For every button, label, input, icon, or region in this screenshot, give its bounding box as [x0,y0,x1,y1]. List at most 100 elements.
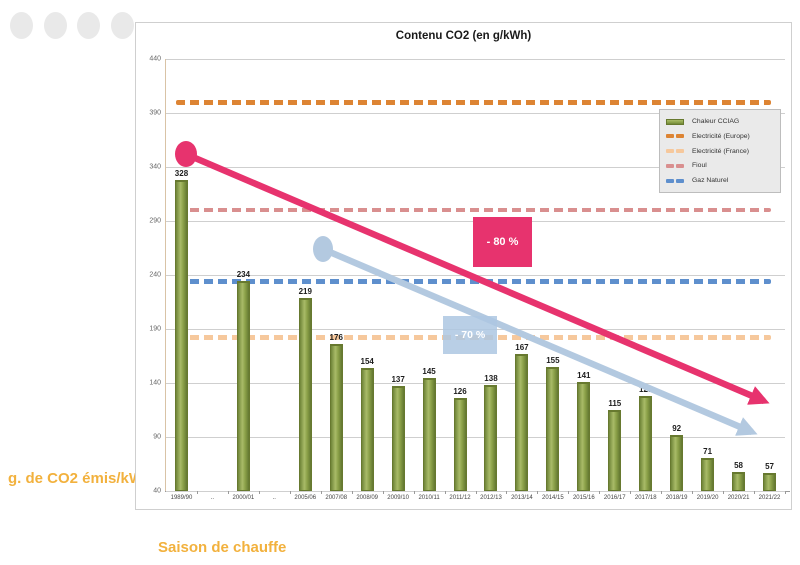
decor-dot [77,12,100,39]
x-tick-label: 2011/12 [449,495,471,501]
x-tick-mark [413,491,415,494]
bar-value-label: 219 [298,286,312,296]
x-tick-mark [661,491,663,494]
reference-line-electricit-europe- [176,99,771,105]
bar-value-label: 234 [236,270,251,280]
dash-swatch-rect [676,149,684,153]
bar-value-label: 141 [577,370,591,380]
dash-swatch-rect [676,134,684,139]
legend-item-electricit-france-: Electricité (France) [666,145,774,158]
x-tick-label: 2021/22 [758,495,781,501]
legend-item-gaz-naturel: Gaz Naturel [666,174,774,187]
dash-swatch [666,178,688,183]
bar-2000-01 [236,281,250,491]
bar-value-label: 58 [734,460,744,470]
bar-swatch [666,118,688,125]
gridline [166,437,785,438]
bar-value-label: 137 [391,375,405,385]
x-tick-label: 2005/06 [294,495,317,501]
x-tick-mark [723,491,725,494]
bar-2015-16 [577,381,591,491]
x-axis-title: Saison de chauffe [158,539,287,556]
x-tick-label: 2007/08 [325,495,348,501]
bar-value-label: 57 [765,461,774,471]
legend-item-chaleur-cciag: Chaleur CCIAG [666,115,774,128]
x-tick-mark [506,491,508,494]
x-tick-label: 2009/10 [387,495,409,501]
bar-value-label: 155 [546,355,560,365]
bar-2012-13 [484,385,498,491]
dash-swatch [666,149,688,153]
bar-2019-20 [701,457,715,491]
x-tick-label: 2000/01 [232,495,255,501]
bar-2017-18 [639,395,653,491]
bar-2016-17 [608,410,622,491]
x-tick-mark [785,491,786,494]
dash-swatch [666,163,688,168]
x-tick-mark [630,491,632,494]
x-tick-label: 2014/15 [542,495,564,501]
x-tick-label: 2017/18 [634,495,657,501]
x-tick-mark [227,491,229,494]
y-tick-label: 140 [149,379,161,387]
x-tick-mark [568,491,570,494]
x-tick-label: 1989/90 [170,495,193,501]
x-tick-mark [599,491,601,494]
dash-swatch [666,134,688,139]
x-tick-mark [754,491,756,494]
bar-value-label: 138 [484,374,498,384]
y-tick-label: 40 [153,487,161,495]
bar-value-label: 92 [672,423,682,433]
bar-value-label: 71 [703,446,713,456]
bar-2009-10 [391,386,405,491]
decor-dot [44,12,67,39]
dash-swatch-rect [666,163,674,168]
chart-title: Contenu CO2 (en g/kWh) [395,30,532,42]
x-tick-mark [320,491,322,494]
bar-value-label: 167 [515,342,529,352]
x-tick-label: 2016/17 [603,495,626,501]
y-tick-label: 390 [149,109,161,117]
decor-dot [111,12,134,39]
x-tick-label: 2010/11 [418,495,440,501]
bar-2013-14 [515,353,529,491]
bar-2014-15 [546,366,560,491]
bar-swatch-rect [666,118,684,125]
bar-value-label: 115 [608,399,622,408]
bar-2007-08 [329,344,343,491]
legend: Chaleur CCIAG Electricité (Europe) Electri… [659,109,781,193]
annotation-minus-70-percent: - 70 % [443,316,497,354]
legend-label: Fioul [692,162,707,170]
annotation-minus-80-percent: - 80 % [473,217,532,267]
x-tick-mark [537,491,539,494]
legend-label: Gaz Naturel [692,177,729,184]
x-tick-mark [475,491,477,494]
x-tick-label: 2020/21 [727,495,750,501]
legend-label: Electricité (France) [692,147,750,155]
bar-2021-22 [763,472,777,491]
reference-line-gaz-naturel [176,278,771,284]
x-tick-mark [351,491,353,494]
x-tick-label: .. [272,495,276,501]
x-tick-mark [692,491,694,494]
bar-2011-12 [453,398,467,491]
bar-value-label: 145 [422,366,436,376]
y-tick-label: 90 [153,433,161,441]
legend-label: Electricité (Europe) [692,132,750,140]
gridline [166,383,785,384]
x-tick-label: 2018/19 [665,495,688,501]
bar-value-label: 126 [453,387,467,397]
dash-swatch-rect [666,149,674,153]
x-tick-mark [289,491,291,494]
decor-dot [10,12,33,39]
legend-item-electricit-europe-: Electricité (Europe) [666,130,774,143]
y-tick-label: 340 [149,163,161,171]
bar-2008-09 [360,367,374,491]
bar-2020-21 [732,471,746,491]
gridline [166,275,785,276]
y-tick-label: 190 [149,325,161,333]
y-tick-label: 290 [149,217,161,225]
dash-swatch-rect [666,134,674,139]
x-tick-label: 2015/16 [572,495,595,501]
dash-swatch-rect [676,163,684,168]
